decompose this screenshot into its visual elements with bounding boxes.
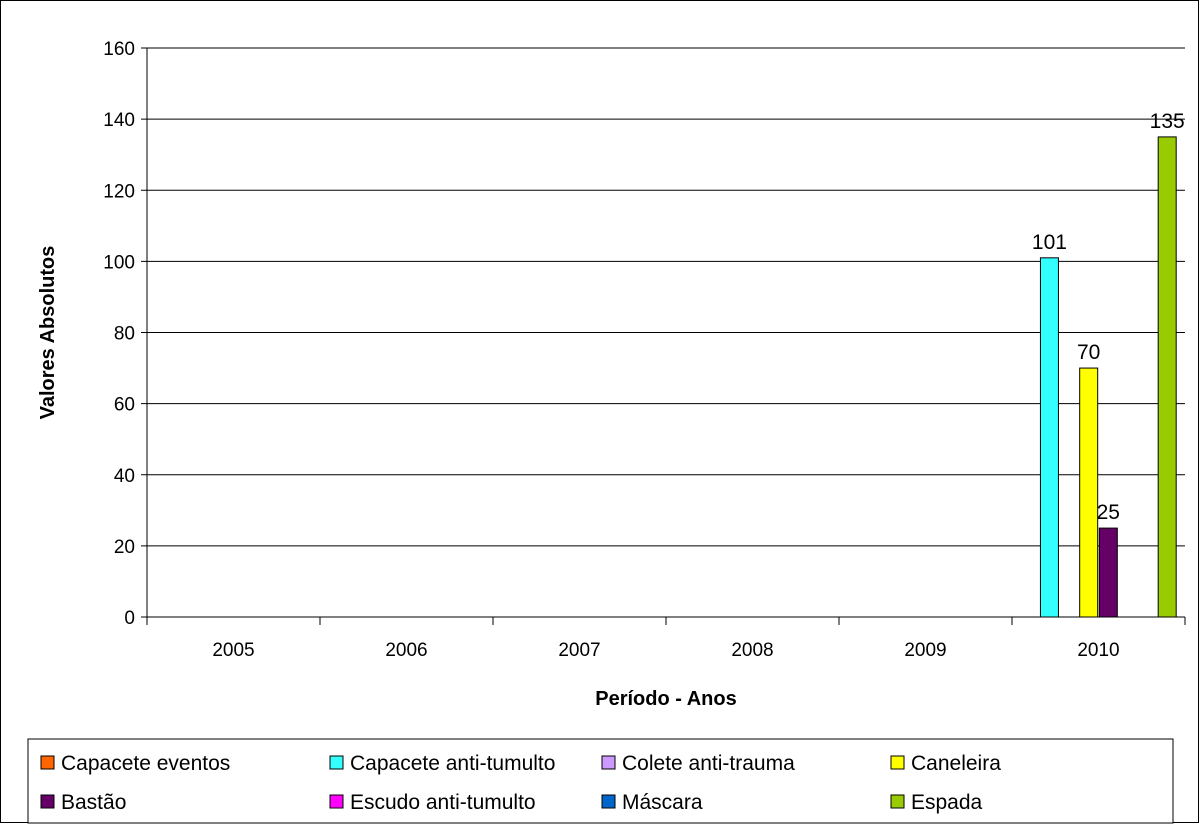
legend-label: Bastão — [61, 791, 126, 814]
data-labels: 101 70 25 135 — [1032, 110, 1185, 524]
legend-label: Caneleira — [911, 752, 1001, 775]
data-label: 25 — [1097, 501, 1120, 524]
data-label: 101 — [1032, 231, 1067, 254]
y-tick-label: 40 — [114, 466, 135, 487]
legend-swatch — [601, 794, 616, 809]
legend-label: Capacete anti-tumulto — [350, 752, 555, 775]
legend-label: Colete anti-trauma — [622, 752, 795, 775]
legend-swatch — [601, 755, 616, 770]
legend: Capacete eventos Capacete anti-tumulto Col… — [27, 738, 1174, 824]
legend-swatch — [329, 794, 344, 809]
y-tick-label: 140 — [103, 110, 135, 131]
x-axis-title: Período - Anos — [595, 688, 736, 710]
y-tick-label: 120 — [103, 181, 135, 202]
x-tick-label: 2009 — [904, 640, 946, 661]
y-tick-label: 80 — [114, 324, 135, 345]
legend-label: Capacete eventos — [61, 752, 230, 775]
legend-swatch — [40, 794, 55, 809]
y-axis-title: Valores Absolutos — [37, 246, 59, 420]
x-tick-label: 2005 — [212, 640, 254, 661]
tick-labels: 0 20 40 60 80 100 120 140 160 2005 2006 2007 2008 200… — [103, 39, 1119, 661]
x-tick-label: 2008 — [731, 640, 773, 661]
legend-swatch — [329, 755, 344, 770]
y-tick-label: 160 — [103, 39, 135, 60]
bar — [1098, 527, 1118, 618]
legend-box — [27, 738, 1174, 824]
x-tick-label: 2006 — [385, 640, 427, 661]
legend-label: Espada — [911, 791, 983, 814]
legend-swatch — [890, 755, 905, 770]
data-label: 70 — [1077, 341, 1100, 364]
bar — [1157, 136, 1177, 618]
y-tick-label: 60 — [114, 395, 135, 416]
x-tick-label: 2007 — [558, 640, 600, 661]
legend-label: Escudo anti-tumulto — [350, 791, 536, 814]
legend-swatch — [890, 794, 905, 809]
bar — [1039, 257, 1059, 618]
legend-swatch — [40, 755, 55, 770]
gridlines — [147, 47, 1185, 547]
y-tick-label: 20 — [114, 537, 135, 558]
y-tick-label: 0 — [124, 608, 135, 629]
y-tick-label: 100 — [103, 252, 135, 273]
data-label: 135 — [1150, 110, 1185, 133]
bars — [1039, 136, 1177, 618]
legend-label: Máscara — [622, 791, 703, 814]
axes — [141, 47, 1186, 625]
x-tick-label: 2010 — [1077, 640, 1119, 661]
bar — [1079, 367, 1099, 618]
